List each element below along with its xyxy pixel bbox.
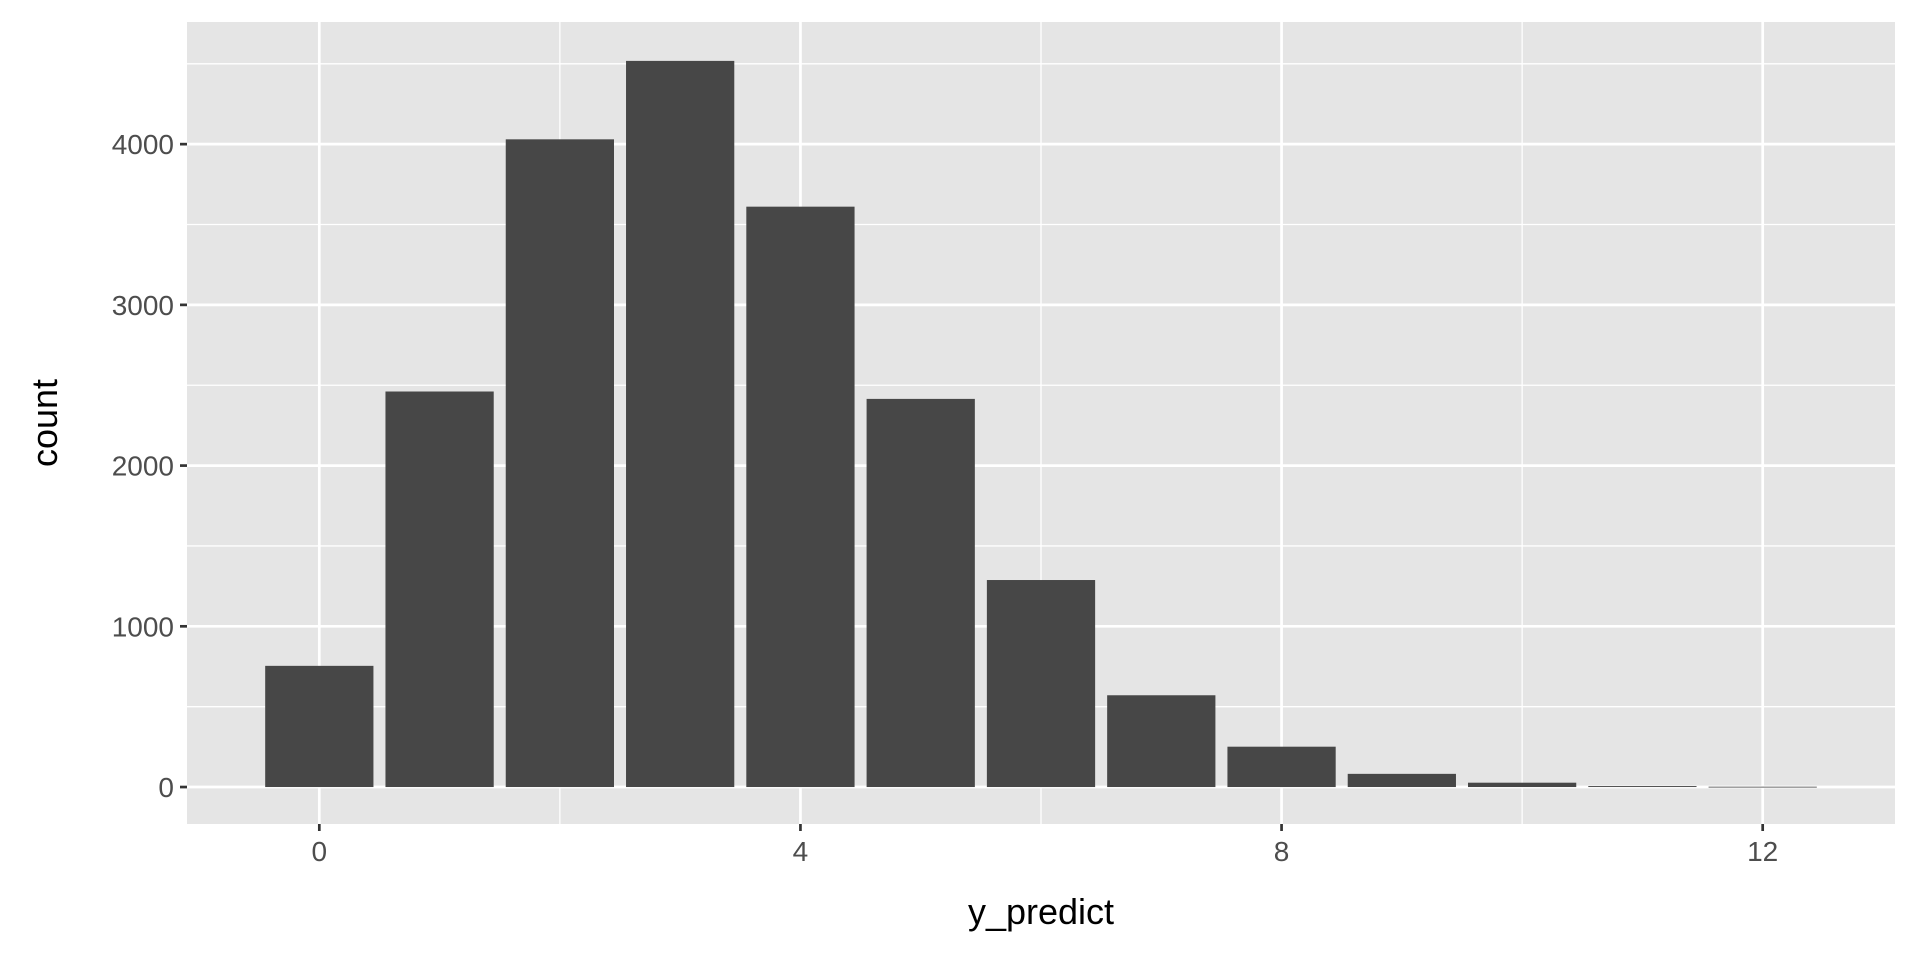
y-axis-title: count (24, 379, 65, 467)
y-tick-label: 1000 (112, 611, 174, 642)
bar-1 (385, 391, 494, 788)
bar-2 (505, 139, 614, 788)
bar-5 (866, 398, 975, 788)
y-tick-label: 0 (158, 772, 174, 803)
x-tick-label: 12 (1747, 836, 1778, 867)
bar-3 (626, 60, 735, 788)
x-tick-label: 4 (793, 836, 809, 867)
bar-10 (1468, 782, 1577, 788)
bar-8 (1227, 746, 1336, 788)
bar-6 (986, 580, 1096, 788)
y-tick-label: 3000 (112, 290, 174, 321)
bar-9 (1347, 773, 1456, 788)
x-tick-label: 0 (312, 836, 328, 867)
bar-11 (1588, 786, 1697, 788)
y-tick-label: 2000 (112, 451, 174, 482)
x-tick-label: 8 (1274, 836, 1290, 867)
bar-12 (1708, 786, 1817, 788)
axes: 0 1000 2000 3000 4000 0 4 8 12 (112, 129, 1779, 867)
bars (265, 60, 1817, 788)
bar-0 (265, 665, 374, 788)
bar-4 (746, 206, 855, 788)
y-tick-label: 4000 (112, 129, 174, 160)
bar-7 (1107, 695, 1216, 788)
x-axis-title: y_predict (968, 891, 1114, 932)
